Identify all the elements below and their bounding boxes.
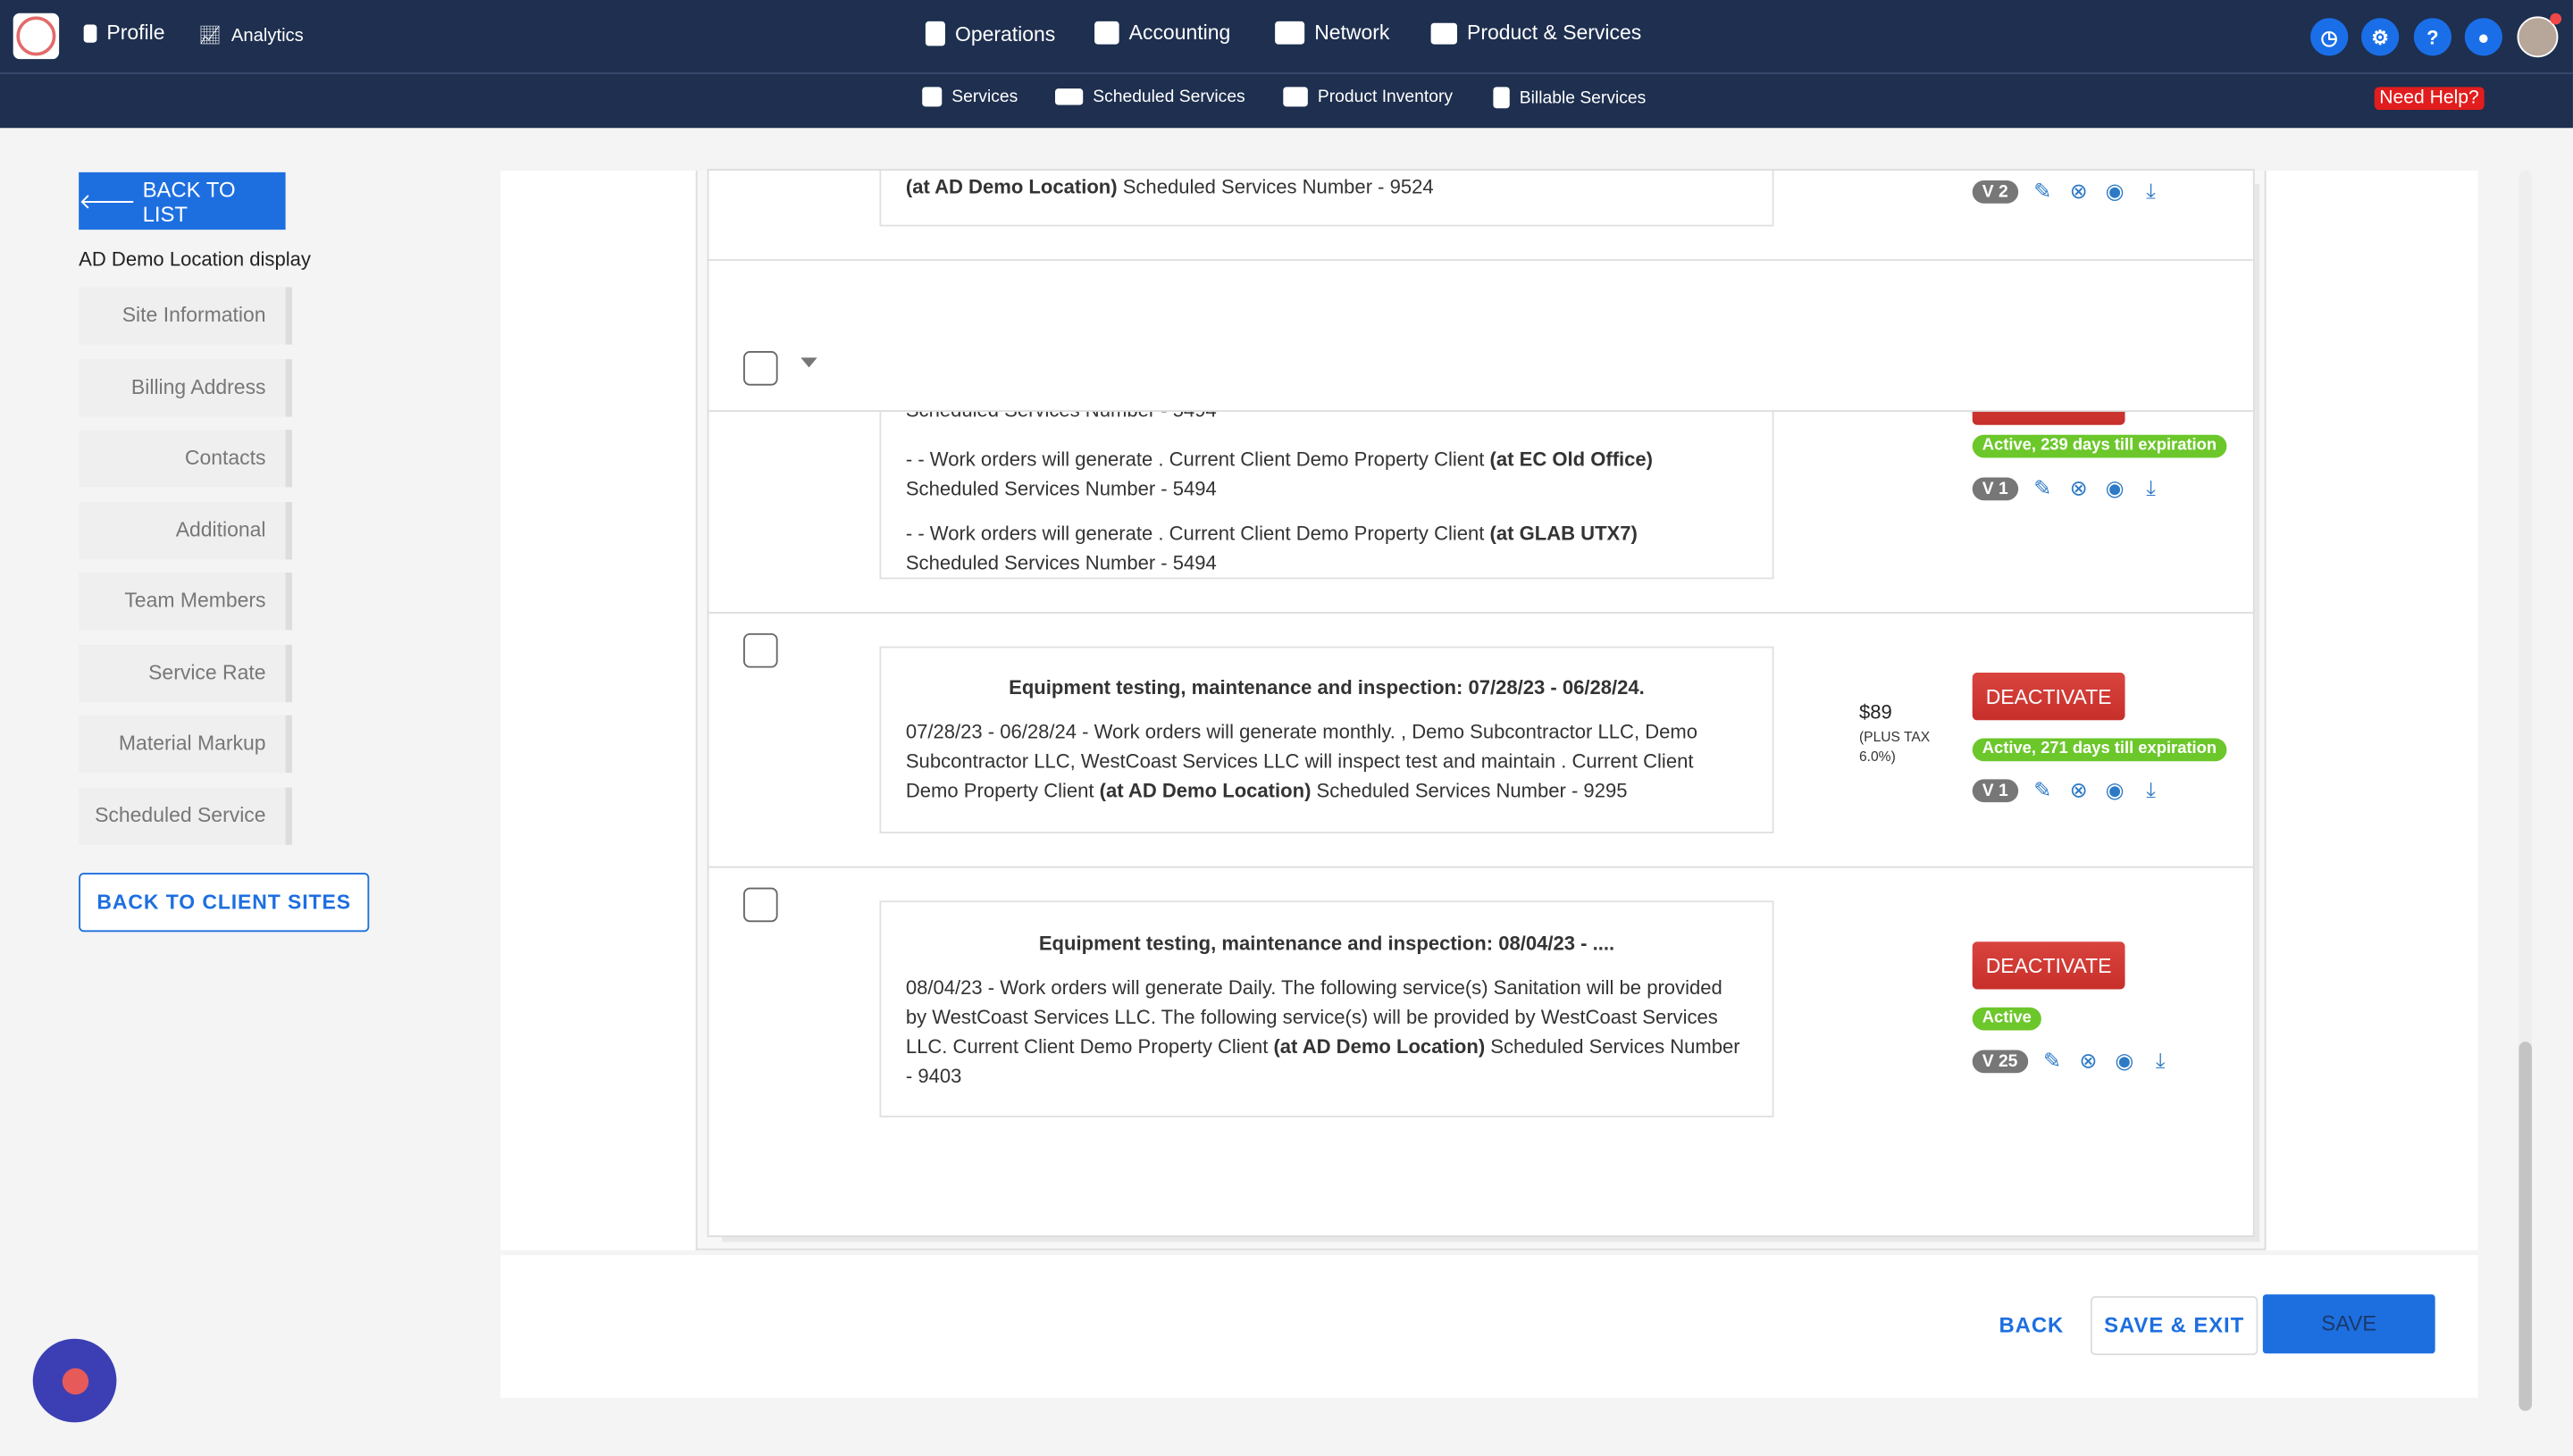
tax-note: (PLUS TAX 6.0%) (1858, 728, 1931, 765)
price: $89 (1858, 700, 1892, 724)
sidebar-item-billing-address[interactable]: Billing Address (79, 359, 292, 417)
sidebar-item-service-rate[interactable]: Service Rate (79, 644, 292, 703)
money-envelope-icon (1094, 21, 1119, 45)
download-icon[interactable]: ⤓ (2146, 475, 2156, 501)
sidebar-item-additional[interactable]: Additional (79, 502, 292, 560)
row-actions: V 1 ✎ ⊗ ◉ ⤓ (1972, 777, 2163, 803)
location-title: AD Demo Location display (79, 247, 311, 272)
pencil-icon[interactable]: ✎ (2033, 179, 2052, 204)
row-checkbox[interactable] (743, 632, 778, 668)
sidebar-item-team-members[interactable]: Team Members (79, 573, 292, 631)
version-badge: V 1 (1972, 779, 2018, 803)
download-icon[interactable]: ⤓ (2146, 179, 2156, 204)
scrollbar-thumb[interactable] (2519, 1042, 2533, 1411)
handshake-icon (1054, 88, 1084, 105)
eye-icon[interactable]: ◉ (2105, 777, 2125, 803)
row-actions: V 25 ✎ ⊗ ◉ ⤓ (1972, 1048, 2172, 1074)
deactivate-button[interactable]: DEACTIVATE (1972, 941, 2125, 990)
pencil-icon[interactable]: ✎ (2033, 777, 2052, 803)
service-description: Equipment testing, maintenance and inspe… (879, 646, 1774, 834)
back-button[interactable]: BACK (1999, 1312, 2065, 1337)
inventory-icon (1283, 87, 1308, 107)
close-circle-icon[interactable]: ⊗ (2069, 777, 2088, 803)
back-to-list-button[interactable]: 🡐 BACK TO LIST (79, 172, 286, 230)
nav-operations[interactable]: Operations (925, 21, 1055, 46)
row-checkbox[interactable] (743, 887, 778, 923)
caret-down-icon[interactable] (800, 357, 817, 368)
nav-network[interactable]: Network (1275, 21, 1389, 45)
chat-icon[interactable]: ● (2464, 18, 2502, 56)
service-description: Scheduled Services Number - 5494 - - Wor… (879, 390, 1774, 580)
subnav-scheduled-services[interactable]: Scheduled Services (1054, 87, 1245, 106)
status-badge: Active (1972, 1007, 2041, 1031)
nav-product-services[interactable]: Product & Services (1430, 21, 1641, 45)
nav-profile[interactable]: Profile (83, 21, 164, 45)
download-icon[interactable]: ⤓ (2146, 777, 2156, 803)
chart-line-icon: 📈︎ (198, 26, 222, 46)
select-all-checkbox[interactable] (743, 351, 778, 386)
subnav-product-inventory[interactable]: Product Inventory (1283, 87, 1453, 107)
arrow-left-icon: 🡐 (79, 188, 137, 213)
eye-icon[interactable]: ◉ (2105, 179, 2125, 204)
company-logo[interactable] (13, 13, 60, 60)
status-badge: Active, 239 days till expiration (1972, 434, 2227, 458)
building-icon (83, 23, 97, 42)
download-icon[interactable]: ⤓ (2155, 1048, 2166, 1074)
version-badge: V 2 (1972, 180, 2018, 204)
medkit-icon (922, 87, 943, 107)
briefcase-icon (1430, 21, 1457, 44)
file-invoice-icon (1493, 87, 1510, 109)
sidebar-item-scheduled-service[interactable]: Scheduled Service (79, 787, 292, 845)
pencil-icon[interactable]: ✎ (2033, 475, 2052, 501)
need-help-button[interactable]: Need Help? (2374, 87, 2485, 111)
gear-icon[interactable]: ⚙ (2361, 18, 2400, 56)
close-circle-icon[interactable]: ⊗ (2079, 1048, 2098, 1074)
version-badge: V 25 (1972, 1050, 2028, 1074)
close-circle-icon[interactable]: ⊗ (2069, 179, 2088, 204)
chat-launcher-button[interactable] (32, 1338, 117, 1423)
version-badge: V 1 (1972, 477, 2018, 501)
help-icon[interactable]: ? (2413, 18, 2452, 56)
nav-accounting[interactable]: Accounting (1094, 21, 1230, 45)
deactivate-button[interactable]: DEACTIVATE (1972, 673, 2125, 721)
eye-icon[interactable]: ◉ (2115, 1048, 2134, 1074)
subnav-services[interactable]: Services (922, 87, 1018, 107)
nav-analytics[interactable]: 📈︎ Analytics (198, 25, 304, 46)
pencil-icon[interactable]: ✎ (2042, 1048, 2062, 1074)
save-exit-button[interactable]: SAVE & EXIT (2090, 1295, 2259, 1356)
back-to-client-sites-button[interactable]: BACK TO CLIENT SITES (79, 873, 370, 933)
status-badge: Active, 271 days till expiration (1972, 738, 2227, 762)
row-actions: V 1 ✎ ⊗ ◉ ⤓ (1972, 475, 2163, 501)
save-button[interactable]: SAVE (2262, 1294, 2435, 1354)
notification-dot (2550, 13, 2562, 25)
network-icon (1275, 21, 1305, 45)
eye-icon[interactable]: ◉ (2105, 475, 2125, 501)
sidebar-item-material-markup[interactable]: Material Markup (79, 715, 292, 774)
sidebar-item-site-information[interactable]: Site Information (79, 287, 292, 345)
service-description: (at AD Demo Location) Scheduled Services… (879, 171, 1774, 227)
close-circle-icon[interactable]: ⊗ (2069, 475, 2088, 501)
clipboard-user-icon (925, 21, 945, 46)
sidebar-item-contacts[interactable]: Contacts (79, 430, 292, 488)
chat-dot-icon (61, 1367, 88, 1394)
service-description: Equipment testing, maintenance and inspe… (879, 900, 1774, 1117)
row-actions: V 2 ✎ ⊗ ◉ ⤓ (1972, 179, 2163, 204)
clock-icon[interactable]: ◷ (2310, 18, 2349, 56)
subnav-billable-services[interactable]: Billable Services (1493, 87, 1646, 109)
footer-bar (500, 1255, 2478, 1398)
sticky-header (708, 261, 2253, 413)
